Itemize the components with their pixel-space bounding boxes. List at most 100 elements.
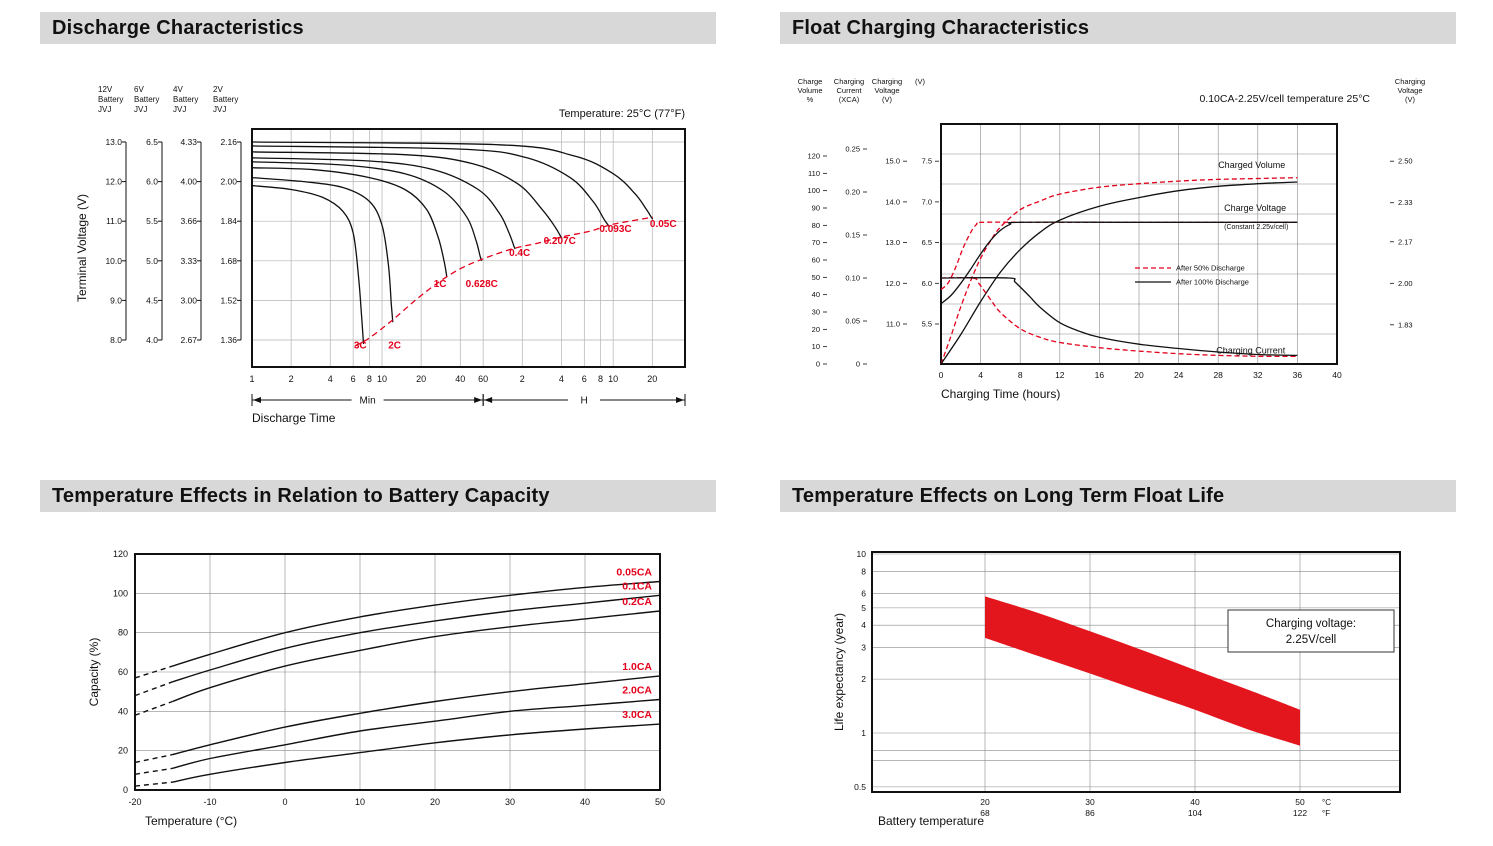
svg-text:100: 100 [807, 186, 820, 195]
svg-text:24: 24 [1174, 370, 1184, 380]
capacity-curves [134, 580, 661, 787]
svg-text:40: 40 [1190, 797, 1200, 807]
svg-text:0.15: 0.15 [845, 231, 860, 240]
svg-text:Battery: Battery [98, 95, 123, 104]
svg-text:9.0: 9.0 [110, 295, 122, 305]
svg-text:4.00: 4.00 [180, 177, 197, 187]
svg-text:Charged Volume: Charged Volume [1218, 160, 1285, 170]
svg-text:80: 80 [812, 221, 820, 230]
svg-text:0.093C: 0.093C [599, 224, 631, 235]
svg-text:20: 20 [430, 797, 440, 807]
svg-text:Battery: Battery [134, 95, 159, 104]
svg-text:Charging: Charging [872, 77, 902, 86]
section-title-temperature-capacity: Temperature Effects in Relation to Batte… [40, 480, 716, 512]
svg-text:104: 104 [1188, 808, 1202, 818]
svg-text:2.25V/cell: 2.25V/cell [1286, 634, 1337, 646]
svg-text:1.84: 1.84 [220, 216, 237, 226]
svg-text:1.0CA: 1.0CA [622, 661, 652, 673]
svg-text:4.5: 4.5 [146, 295, 158, 305]
svg-text:10: 10 [377, 374, 387, 384]
svg-text:2V: 2V [213, 85, 223, 94]
svg-text:8: 8 [1018, 370, 1023, 380]
svg-text:0.05C: 0.05C [650, 219, 677, 230]
svg-text:120: 120 [113, 549, 128, 559]
svg-text:4: 4 [861, 620, 866, 630]
svg-text:3.33: 3.33 [180, 256, 197, 266]
plot-border [871, 551, 1401, 793]
svg-text:0.628C: 0.628C [466, 279, 498, 290]
svg-text:14.0: 14.0 [885, 197, 900, 206]
svg-text:20: 20 [416, 374, 426, 384]
svg-text:Charging: Charging [1395, 77, 1425, 86]
svg-text:86: 86 [1085, 808, 1095, 818]
svg-text:Min: Min [360, 396, 376, 407]
svg-text:6.0: 6.0 [922, 279, 932, 288]
svg-text:20: 20 [118, 746, 128, 756]
svg-text:0.05CA: 0.05CA [616, 567, 652, 579]
svg-text:12.0: 12.0 [885, 279, 900, 288]
section-title-float-charging: Float Charging Characteristics [780, 12, 1456, 44]
svg-text:H: H [580, 396, 587, 407]
svg-text:Voltage: Voltage [1397, 86, 1422, 95]
svg-text:2C: 2C [388, 341, 401, 352]
svg-text:6.5: 6.5 [922, 238, 932, 247]
svg-text:28: 28 [1213, 370, 1223, 380]
plot-border [940, 123, 1338, 365]
svg-text:7.5: 7.5 [922, 157, 932, 166]
svg-text:Charging voltage:: Charging voltage: [1266, 618, 1356, 630]
svg-text:122: 122 [1293, 808, 1307, 818]
svg-text:40: 40 [580, 797, 590, 807]
svg-text:0: 0 [939, 370, 944, 380]
svg-text:50: 50 [812, 273, 820, 282]
svg-text:Voltage: Voltage [874, 86, 899, 95]
plot-border [134, 553, 661, 791]
svg-text:(Constant 2.25v/cell): (Constant 2.25v/cell) [1224, 224, 1288, 231]
svg-text:(V): (V) [882, 95, 893, 104]
svg-text:2: 2 [861, 674, 866, 684]
svg-text:After 100% Discharge: After 100% Discharge [1176, 278, 1249, 287]
svg-text:20: 20 [812, 325, 820, 334]
svg-text:2: 2 [289, 374, 294, 384]
svg-text:1.52: 1.52 [220, 295, 237, 305]
section-discharge-characteristics: Discharge Characteristics 3C 2C 1C 0.628C 0.… [40, 12, 716, 444]
section-temperature-capacity: Temperature Effects in Relation to Batte… [40, 480, 716, 844]
svg-text:4: 4 [559, 374, 564, 384]
life-expectancy-band [985, 596, 1300, 746]
gridlines [134, 553, 661, 791]
svg-text:0.4C: 0.4C [509, 248, 530, 259]
svg-text:2: 2 [520, 374, 525, 384]
svg-text:8.0: 8.0 [110, 335, 122, 345]
svg-text:40: 40 [1332, 370, 1342, 380]
svg-text:0.20: 0.20 [845, 188, 860, 197]
svg-text:4: 4 [328, 374, 333, 384]
svg-text:0: 0 [816, 360, 820, 369]
svg-text:3.0CA: 3.0CA [622, 709, 652, 721]
svg-text:%: % [807, 95, 814, 104]
svg-text:40: 40 [455, 374, 465, 384]
svg-text:Charging Time (hours): Charging Time (hours) [941, 387, 1060, 401]
svg-text:Battery: Battery [173, 95, 198, 104]
svg-text:0.207C: 0.207C [544, 236, 576, 247]
svg-text:6.0: 6.0 [146, 177, 158, 187]
svg-text:6.5: 6.5 [146, 137, 158, 147]
svg-text:2.67: 2.67 [180, 335, 197, 345]
svg-text:0.5: 0.5 [854, 782, 866, 792]
section-title-float-life: Temperature Effects on Long Term Float L… [780, 480, 1456, 512]
float-life-plot: 1086543210.5206830864010450122°C°FChargi… [832, 549, 1401, 828]
svg-text:5: 5 [861, 603, 866, 613]
svg-text:6: 6 [351, 374, 356, 384]
svg-text:12: 12 [1055, 370, 1065, 380]
svg-text:2.00: 2.00 [220, 177, 237, 187]
svg-text:10: 10 [608, 374, 618, 384]
svg-text:Charging: Charging [834, 77, 864, 86]
svg-text:70: 70 [812, 238, 820, 247]
svg-text:60: 60 [118, 667, 128, 677]
svg-text:2.00: 2.00 [1398, 279, 1413, 288]
svg-text:5.5: 5.5 [146, 216, 158, 226]
svg-text:30: 30 [812, 308, 820, 317]
svg-text:16: 16 [1095, 370, 1105, 380]
svg-text:0: 0 [856, 360, 860, 369]
svg-text:7.0: 7.0 [922, 197, 932, 206]
svg-text:4.33: 4.33 [180, 137, 197, 147]
